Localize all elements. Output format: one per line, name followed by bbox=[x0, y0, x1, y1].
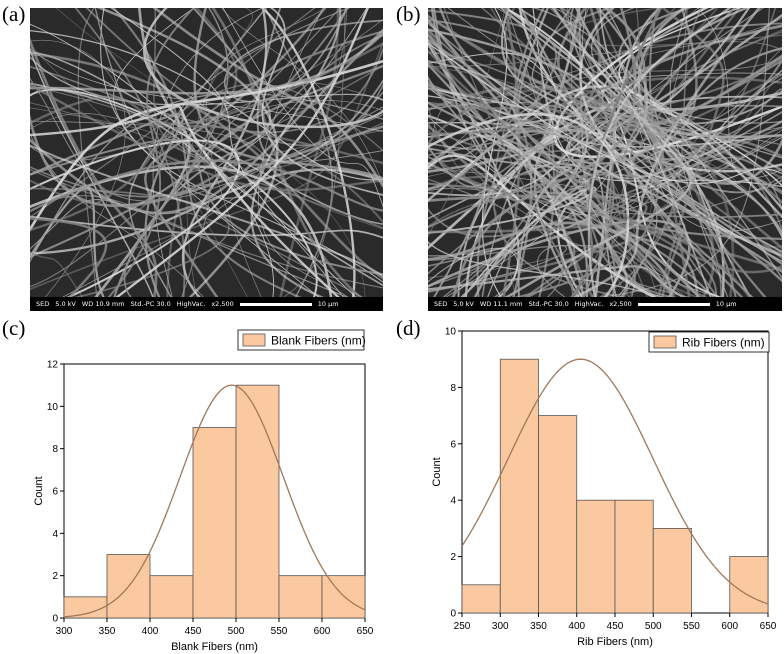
y-tick-label: 2 bbox=[450, 552, 456, 563]
histogram-bar bbox=[149, 575, 194, 619]
panel-label-a: (a) bbox=[2, 2, 26, 26]
fiber-texture bbox=[30, 8, 383, 297]
scale-bar-label: 10 µm bbox=[317, 300, 339, 308]
histogram-rib-fibers: 250 300 350 400 450 500 550 600 650 0 2 4 6 8 10 Rib Fi… bbox=[431, 327, 777, 649]
y-tick-label: 10 bbox=[445, 327, 457, 338]
y-axis-label: Count bbox=[33, 476, 45, 505]
sem-probe: Std.-PC 30.0 bbox=[528, 300, 569, 308]
sem-info-bar: SED 5.0 kV WD 10.9 mm Std.-PC 30.0 HighV… bbox=[30, 297, 383, 311]
x-tick-label: 400 bbox=[142, 626, 159, 637]
histogram-bar bbox=[538, 415, 578, 614]
panel-label-b: (b) bbox=[396, 2, 421, 26]
histogram-bar bbox=[729, 556, 769, 614]
legend-label: Blank Fibers (nm) bbox=[271, 334, 366, 348]
sem-image-blank-fibers: SED 5.0 kV WD 10.9 mm Std.-PC 30.0 HighV… bbox=[30, 8, 383, 311]
scale-bar bbox=[239, 302, 312, 306]
sem-magnification: x2,500 bbox=[211, 300, 234, 308]
normal-fit-curve bbox=[63, 384, 366, 618]
legend-box bbox=[237, 329, 365, 351]
x-tick-label: 250 bbox=[454, 621, 471, 632]
x-tick-label: 300 bbox=[56, 626, 73, 637]
histogram-bar bbox=[652, 527, 692, 614]
histogram-bar bbox=[63, 596, 108, 619]
sem-working-distance: WD 11.1 mm bbox=[479, 300, 523, 308]
sem-vacuum: HighVac. bbox=[574, 300, 604, 308]
y-tick-label: 2 bbox=[52, 571, 58, 582]
y-tick-label: 8 bbox=[450, 383, 456, 394]
y-tick-label: 0 bbox=[450, 609, 456, 620]
x-tick-label: 300 bbox=[492, 621, 509, 632]
y-tick-label: 6 bbox=[52, 487, 58, 498]
y-tick-label: 10 bbox=[47, 402, 59, 413]
histogram-blank-fibers: 300 350 400 450 500 550 600 650 0 2 4 6 8 10 12 Blank F… bbox=[33, 329, 374, 653]
histogram-bar bbox=[576, 499, 616, 614]
sem-magnification: x2,500 bbox=[609, 300, 632, 308]
x-tick-label: 500 bbox=[228, 626, 245, 637]
legend-box bbox=[648, 331, 770, 353]
normal-fit-curve bbox=[461, 358, 769, 605]
x-tick-label: 650 bbox=[760, 621, 777, 632]
x-axis-label: Blank Fibers (nm) bbox=[171, 641, 258, 653]
panel-label-d: (d) bbox=[396, 316, 421, 340]
x-tick-label: 400 bbox=[568, 621, 585, 632]
y-tick-label: 4 bbox=[450, 496, 456, 507]
y-tick-label: 6 bbox=[450, 439, 456, 450]
legend-swatch bbox=[242, 333, 266, 347]
x-axis-label: Rib Fibers (nm) bbox=[577, 636, 653, 648]
x-tick-label: 600 bbox=[721, 621, 738, 632]
y-tick-label: 4 bbox=[52, 529, 58, 540]
x-tick-label: 450 bbox=[607, 621, 624, 632]
histogram-bar bbox=[235, 384, 280, 619]
x-tick-label: 550 bbox=[271, 626, 288, 637]
sem-vacuum: HighVac. bbox=[176, 300, 206, 308]
sem-detector: SED bbox=[36, 300, 50, 308]
histogram-bar bbox=[499, 358, 539, 614]
scale-bar bbox=[637, 302, 710, 306]
histogram-bar bbox=[278, 575, 323, 619]
x-tick-label: 600 bbox=[314, 626, 331, 637]
legend-label: Rib Fibers (nm) bbox=[682, 336, 765, 350]
sem-detector: SED bbox=[434, 300, 448, 308]
panel-label-c: (c) bbox=[2, 316, 26, 340]
histogram-bar bbox=[192, 427, 237, 619]
sem-info-bar: SED 5.0 kV WD 11.1 mm Std.-PC 30.0 HighV… bbox=[428, 297, 782, 311]
histogram-bar bbox=[614, 499, 654, 614]
sem-image-rib-fibers: SED 5.0 kV WD 11.1 mm Std.-PC 30.0 HighV… bbox=[428, 8, 782, 311]
x-tick-label: 550 bbox=[683, 621, 700, 632]
x-tick-label: 350 bbox=[99, 626, 116, 637]
y-tick-label: 12 bbox=[47, 360, 59, 371]
x-tick-label: 350 bbox=[530, 621, 547, 632]
legend-swatch bbox=[653, 335, 677, 349]
y-axis-label: Count bbox=[431, 457, 443, 486]
x-tick-label: 500 bbox=[645, 621, 662, 632]
y-tick-label: 8 bbox=[52, 444, 58, 455]
sem-voltage: 5.0 kV bbox=[453, 300, 474, 308]
x-tick-label: 650 bbox=[357, 626, 374, 637]
histogram-bar bbox=[321, 575, 366, 619]
histogram-bar bbox=[461, 584, 501, 614]
sem-working-distance: WD 10.9 mm bbox=[81, 300, 125, 308]
y-tick-label: 0 bbox=[52, 614, 58, 625]
scale-bar-label: 10 µm bbox=[715, 300, 737, 308]
fiber-texture bbox=[428, 8, 782, 297]
sem-voltage: 5.0 kV bbox=[55, 300, 76, 308]
sem-probe: Std.-PC 30.0 bbox=[130, 300, 171, 308]
x-tick-label: 450 bbox=[185, 626, 202, 637]
